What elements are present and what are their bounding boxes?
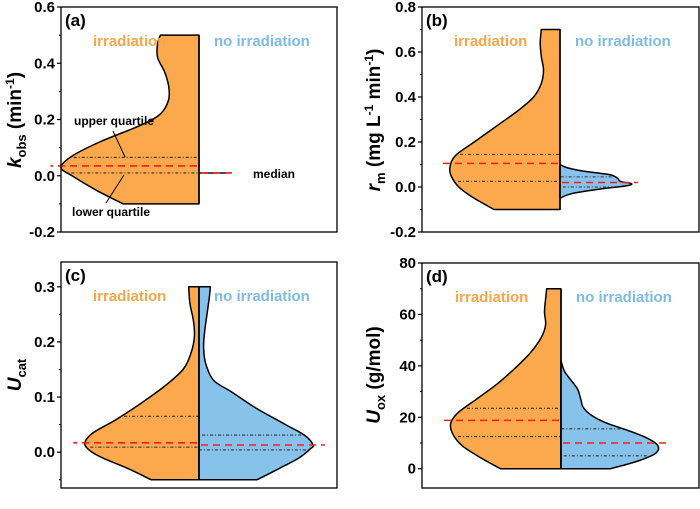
y-tick-label: 20 <box>399 409 416 426</box>
y-label-subscript: cat <box>14 358 29 377</box>
y-label-subscript: m <box>373 172 388 184</box>
y-tick-label: 0.3 <box>34 279 55 296</box>
y-label-superscript: -1 <box>362 104 376 115</box>
y-label-subscript: ox <box>373 394 388 410</box>
y-label-symbol: r <box>364 182 385 191</box>
legend-no-irradiation: no irradiation <box>214 33 310 50</box>
legend-no-irradiation: no irradiation <box>576 289 672 306</box>
y-label-unit: (min <box>5 89 26 134</box>
y-axis-label: Uox (g/mol) <box>364 326 388 424</box>
violin-right <box>560 359 660 470</box>
annotation-median: median <box>253 167 295 181</box>
panel-label: (d) <box>426 267 448 286</box>
y-tick-label: 0.0 <box>34 444 55 461</box>
y-axis-label: Ucat <box>5 358 29 391</box>
panel-label: (c) <box>65 266 86 285</box>
violin-left <box>449 287 562 470</box>
legend-irradiation: irradiation <box>93 33 166 50</box>
y-label-superscript: -1 <box>3 78 17 89</box>
y-label-close: ) <box>5 72 26 78</box>
violin-left <box>448 28 561 211</box>
y-label-superscript-2: -1 <box>362 55 376 66</box>
y-tick-label: 0.6 <box>34 0 55 16</box>
y-axis-label: rm (mg L-1 min-1) <box>362 49 388 192</box>
violin-left <box>60 34 200 205</box>
y-axis-label: kobs (min-1) <box>3 72 29 168</box>
plot-frame <box>60 261 338 489</box>
violin-right <box>559 163 633 200</box>
y-tick-label: 0.0 <box>395 179 416 196</box>
y-tick-label: -0.2 <box>29 224 55 241</box>
plot-frame <box>421 262 700 489</box>
y-tick-label: 60 <box>399 306 416 323</box>
panel-label: (b) <box>426 11 448 30</box>
y-label-symbol: k <box>5 156 26 168</box>
panel-a: -0.2 0.0 0.2 0.4 0.6 (a) irradiation no irradia… <box>3 0 338 241</box>
panel-d: 0 20 40 60 80 (d) irradiation no irradiation Uox… <box>364 255 700 489</box>
panel-label: (a) <box>65 11 86 30</box>
y-tick-label: 80 <box>399 255 416 272</box>
y-tick-label: 0.2 <box>395 134 416 151</box>
y-label-close: ) <box>364 49 385 55</box>
y-label-unit: (mg L <box>364 115 385 172</box>
y-tick-label: 0.2 <box>34 334 55 351</box>
y-tick-label: -0.2 <box>390 224 416 241</box>
legend-no-irradiation: no irradiation <box>214 288 310 305</box>
violin-right <box>198 286 314 481</box>
y-label-unit: (g/mol) <box>364 326 385 395</box>
y-tick-label: 0.4 <box>395 89 417 106</box>
y-label-symbol: U <box>364 409 385 424</box>
y-tick-label: 0.1 <box>34 389 55 406</box>
y-label-symbol: U <box>5 376 26 391</box>
annotation-leader-lower <box>105 174 125 204</box>
legend-irradiation: irradiation <box>93 288 166 305</box>
legend-irradiation: irradiation <box>454 33 527 50</box>
y-label-unit-2: min <box>364 66 385 105</box>
y-tick-label: 0.2 <box>34 112 55 129</box>
y-tick-label: 40 <box>399 358 416 375</box>
legend-irradiation: irradiation <box>455 289 528 306</box>
y-tick-label: 0.4 <box>34 55 56 72</box>
y-tick-label: 0.8 <box>395 0 416 16</box>
annotation-lower-quartile: lower quartile <box>72 205 150 219</box>
annotation-upper-quartile: upper quartile <box>74 114 154 128</box>
panel-b: -0.2 0.0 0.2 0.4 0.6 0.8 (b) irradiation no irra… <box>362 0 700 241</box>
y-tick-label: 0.0 <box>34 168 55 185</box>
legend-no-irradiation: no irradiation <box>575 33 671 50</box>
y-tick-label: 0.6 <box>395 44 416 61</box>
panel-c: 0.0 0.1 0.2 0.3 (c) irradiation no irradiation… <box>5 261 338 489</box>
annotation-leader-upper <box>112 130 126 158</box>
violin-left <box>84 286 200 481</box>
y-tick-label: 0 <box>408 461 416 478</box>
y-label-subscript: obs <box>14 134 29 157</box>
